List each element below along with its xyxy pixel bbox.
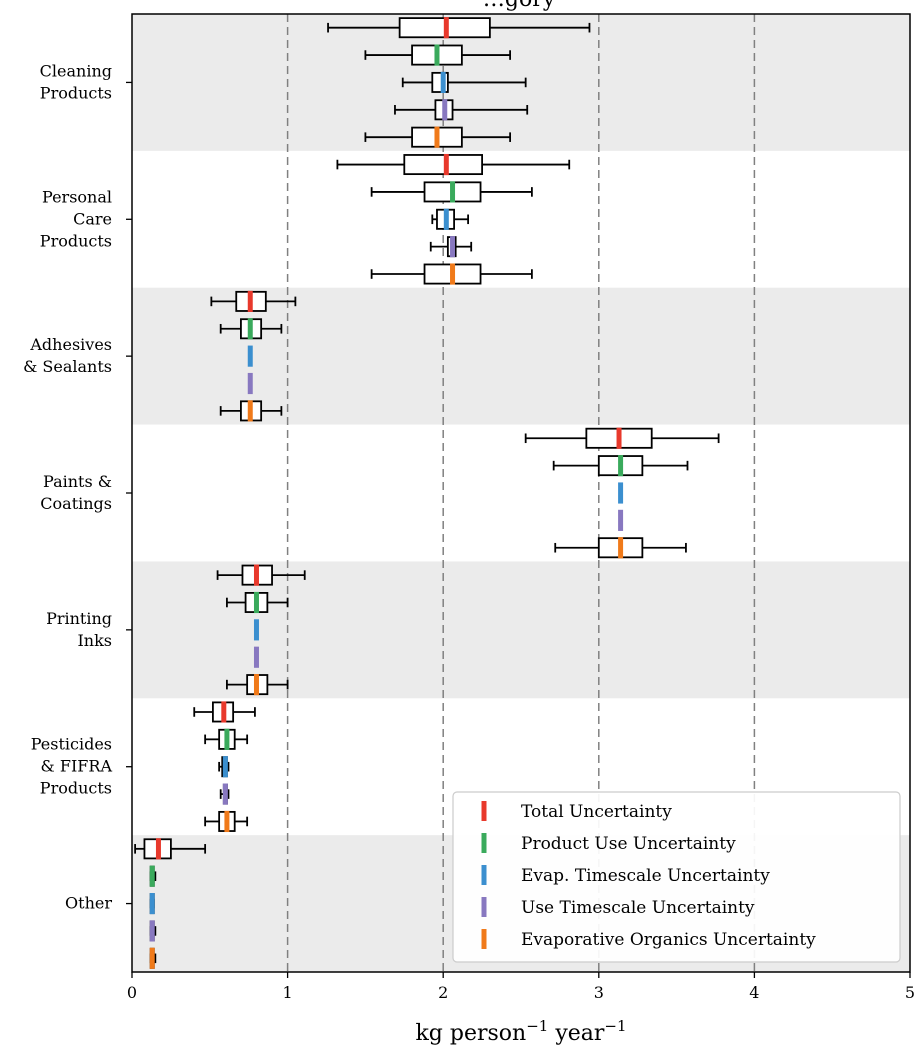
x-tick-label: 3 xyxy=(594,983,604,1002)
category-label-line: Adhesives xyxy=(29,335,112,354)
category-label-line: Other xyxy=(65,894,112,913)
category-label-line: & Sealants xyxy=(23,357,112,376)
box-plot xyxy=(394,99,529,121)
box-plot xyxy=(401,71,527,94)
box-plot xyxy=(552,455,689,477)
category-label: Pesticides & FIFRA Products xyxy=(31,735,113,798)
x-axis-title-part: −1 xyxy=(604,1017,626,1035)
legend-label: Total Uncertainty xyxy=(521,802,672,822)
box-plot xyxy=(226,674,289,696)
box-plot xyxy=(226,591,289,614)
category-label-line: Paints & xyxy=(43,472,112,491)
chart-title: …gory xyxy=(483,0,556,12)
box-plot xyxy=(204,728,249,750)
x-axis-title: kg person−1 year−1 xyxy=(415,1017,626,1046)
x-tick-label: 0 xyxy=(127,983,137,1002)
x-tick-label: 5 xyxy=(905,983,915,1002)
x-axis-title-part: −1 xyxy=(526,1017,548,1035)
legend-label: Evaporative Organics Uncertainty xyxy=(521,930,816,950)
category-label: Personal Care Products xyxy=(40,187,112,250)
box-plot xyxy=(327,17,591,39)
box-plot xyxy=(149,947,157,969)
box-plot xyxy=(370,263,533,285)
category-label: Other xyxy=(65,894,112,913)
category-label-line: Cleaning xyxy=(40,61,112,80)
box-plot xyxy=(216,564,306,586)
box-body xyxy=(403,154,483,176)
box-group xyxy=(134,17,720,969)
category-label-line: Products xyxy=(40,83,112,102)
box-plot xyxy=(219,318,283,340)
box-plot xyxy=(149,920,157,942)
box-plot xyxy=(370,181,533,203)
x-axis-ticks: 0 1 2 3 4 5 xyxy=(127,972,915,1002)
category-label-line: Products xyxy=(40,779,112,798)
box-plot xyxy=(204,810,249,833)
box-plot xyxy=(193,701,256,723)
box-plot xyxy=(431,208,469,230)
category-label: Adhesives & Sealants xyxy=(23,335,112,376)
box-plot xyxy=(218,756,230,778)
legend-label: Product Use Uncertainty xyxy=(521,834,736,854)
x-axis-title-part: year xyxy=(548,1021,605,1046)
box-plot xyxy=(149,865,157,887)
category-labels: Cleaning Products Personal Care Products Adhe… xyxy=(23,61,132,913)
category-label: Paints & Coatings xyxy=(40,472,112,513)
box-plot xyxy=(524,427,720,449)
legend-box xyxy=(452,791,901,963)
box-plot xyxy=(336,153,571,176)
category-label-line: Care xyxy=(73,209,112,228)
category-label-line: Products xyxy=(40,231,112,250)
category-label-line: Inks xyxy=(77,631,112,650)
category-label-line: Coatings xyxy=(40,494,112,513)
category-label-line: Personal xyxy=(42,187,112,206)
box-plot xyxy=(554,537,687,559)
box-plot xyxy=(429,236,473,258)
x-axis-title-part: kg person xyxy=(415,1021,526,1046)
x-tick-label: 2 xyxy=(438,983,448,1002)
x-tick-label: 4 xyxy=(749,983,759,1002)
category-label-line: Pesticides xyxy=(31,735,112,754)
box-plot xyxy=(219,783,230,805)
box-plot xyxy=(210,290,297,312)
box-plot xyxy=(149,892,155,915)
legend-label: Use Timescale Uncertainty xyxy=(521,898,755,918)
box-plot xyxy=(364,126,512,148)
box-plot xyxy=(219,400,283,422)
box-plot xyxy=(364,44,512,66)
category-label-line: & FIFRA xyxy=(41,757,113,776)
category-label-line: Printing xyxy=(46,609,112,628)
x-tick-label: 1 xyxy=(283,983,293,1002)
box-plot xyxy=(134,838,207,860)
legend: Total Uncertainty Product Use Uncertainty… xyxy=(452,791,901,963)
legend-label: Evap. Timescale Uncertainty xyxy=(521,866,770,886)
category-label: Cleaning Products xyxy=(40,61,112,102)
category-label: Printing Inks xyxy=(46,609,112,650)
